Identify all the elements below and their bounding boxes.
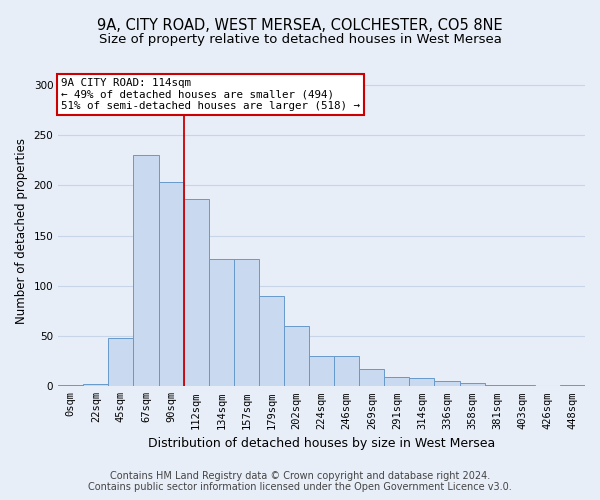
Bar <box>158 182 184 386</box>
Y-axis label: Number of detached properties: Number of detached properties <box>15 138 28 324</box>
Bar <box>359 369 385 386</box>
X-axis label: Distribution of detached houses by size in West Mersea: Distribution of detached houses by size … <box>148 437 495 450</box>
Bar <box>460 384 485 386</box>
Bar <box>284 326 309 386</box>
Text: 9A CITY ROAD: 114sqm
← 49% of detached houses are smaller (494)
51% of semi-deta: 9A CITY ROAD: 114sqm ← 49% of detached h… <box>61 78 360 112</box>
Bar <box>409 378 434 386</box>
Bar <box>234 259 259 386</box>
Bar <box>209 259 234 386</box>
Text: Contains public sector information licensed under the Open Government Licence v3: Contains public sector information licen… <box>88 482 512 492</box>
Text: Contains HM Land Registry data © Crown copyright and database right 2024.: Contains HM Land Registry data © Crown c… <box>110 471 490 481</box>
Bar <box>109 338 133 386</box>
Bar <box>334 356 359 386</box>
Bar <box>309 356 334 386</box>
Text: Size of property relative to detached houses in West Mersea: Size of property relative to detached ho… <box>98 32 502 46</box>
Bar <box>434 382 460 386</box>
Bar <box>385 378 409 386</box>
Bar <box>83 384 109 386</box>
Bar <box>184 198 209 386</box>
Bar <box>133 156 158 386</box>
Bar <box>259 296 284 386</box>
Text: 9A, CITY ROAD, WEST MERSEA, COLCHESTER, CO5 8NE: 9A, CITY ROAD, WEST MERSEA, COLCHESTER, … <box>97 18 503 32</box>
